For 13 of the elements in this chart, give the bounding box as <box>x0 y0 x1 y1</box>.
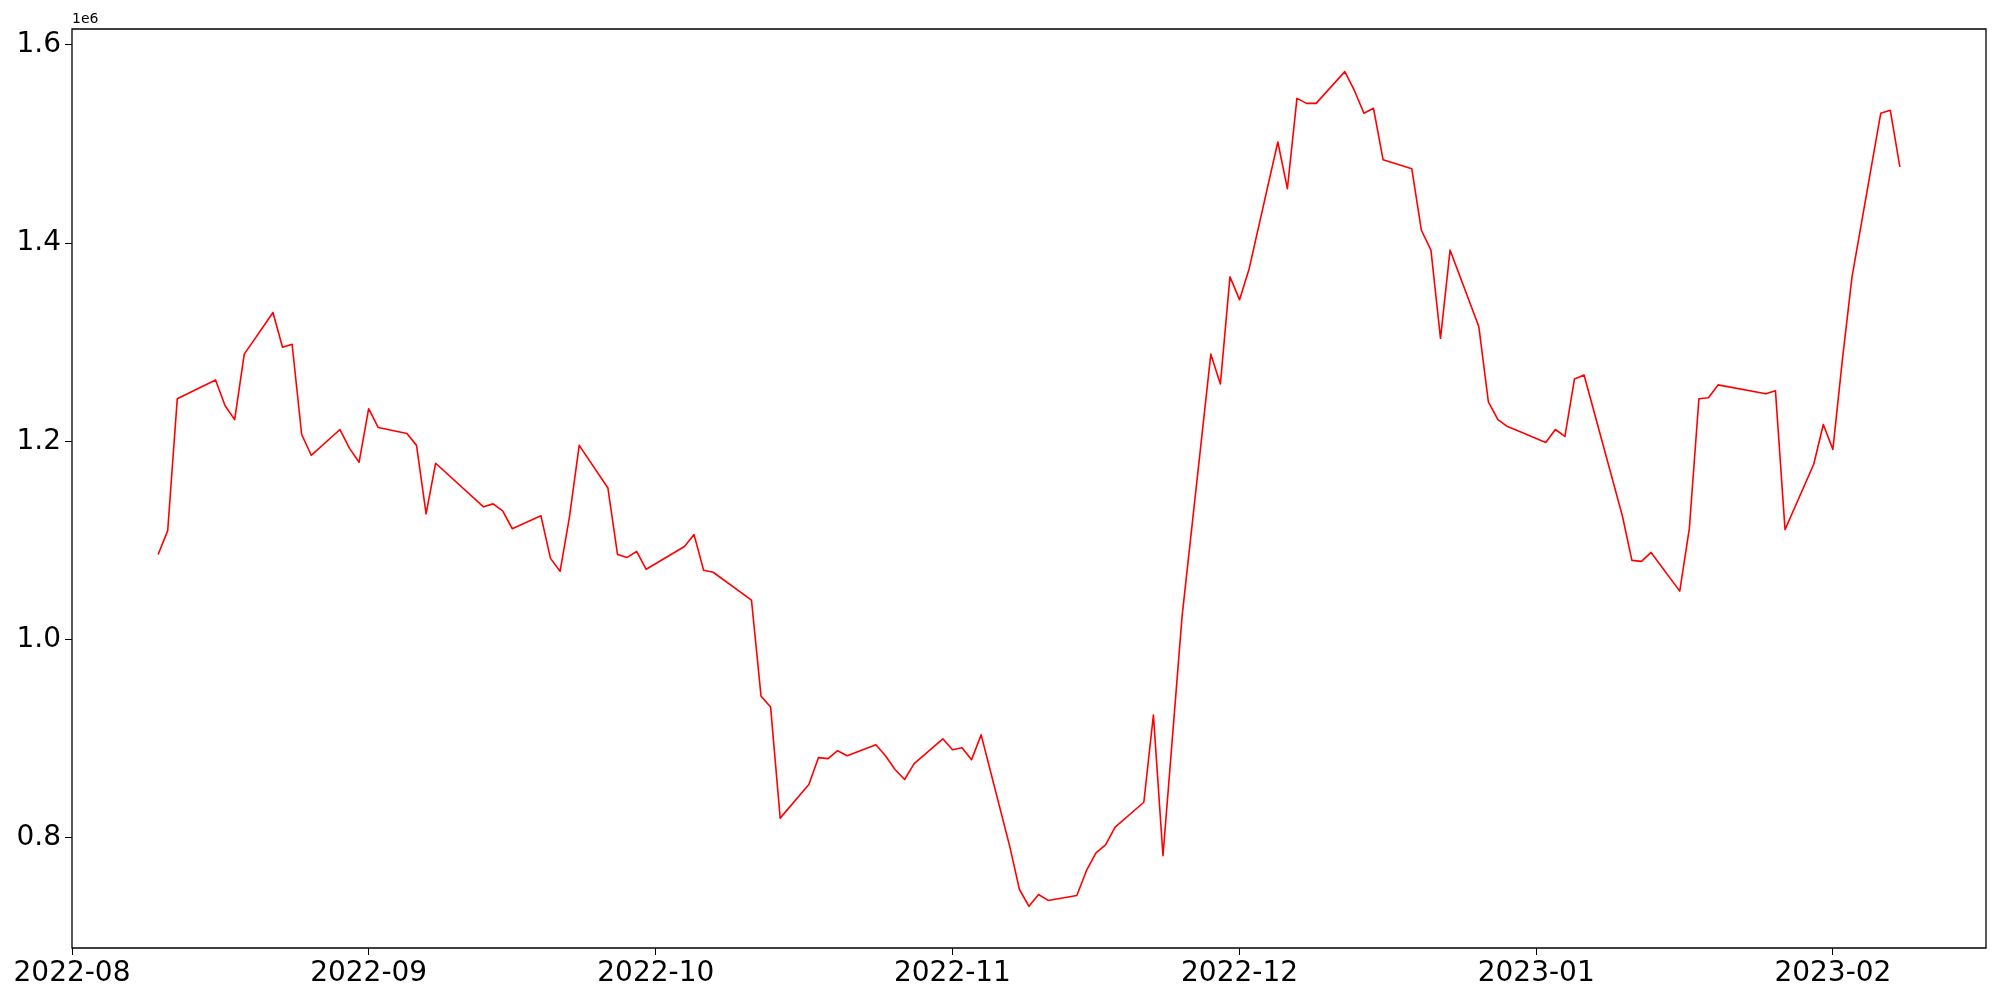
y-tick-label: 1.0 <box>16 620 61 654</box>
x-tick-label: 2023-02 <box>1774 955 1892 989</box>
y-tick-label: 0.8 <box>16 819 61 853</box>
x-tick-label: 2022-09 <box>310 955 428 989</box>
text: 1e6 <box>72 9 99 26</box>
x-tick-label: 2022-08 <box>13 955 131 989</box>
y-tick-label: 1.4 <box>16 224 61 258</box>
x-tick-label: 2023-01 <box>1477 955 1595 989</box>
x-tick-label: 2022-10 <box>597 955 715 989</box>
x-tick-label: 2022-12 <box>1181 955 1299 989</box>
y-tick-label: 1.6 <box>16 26 61 60</box>
x-tick-label: 2022-11 <box>893 955 1011 989</box>
y-tick-label: 1.2 <box>16 422 61 456</box>
